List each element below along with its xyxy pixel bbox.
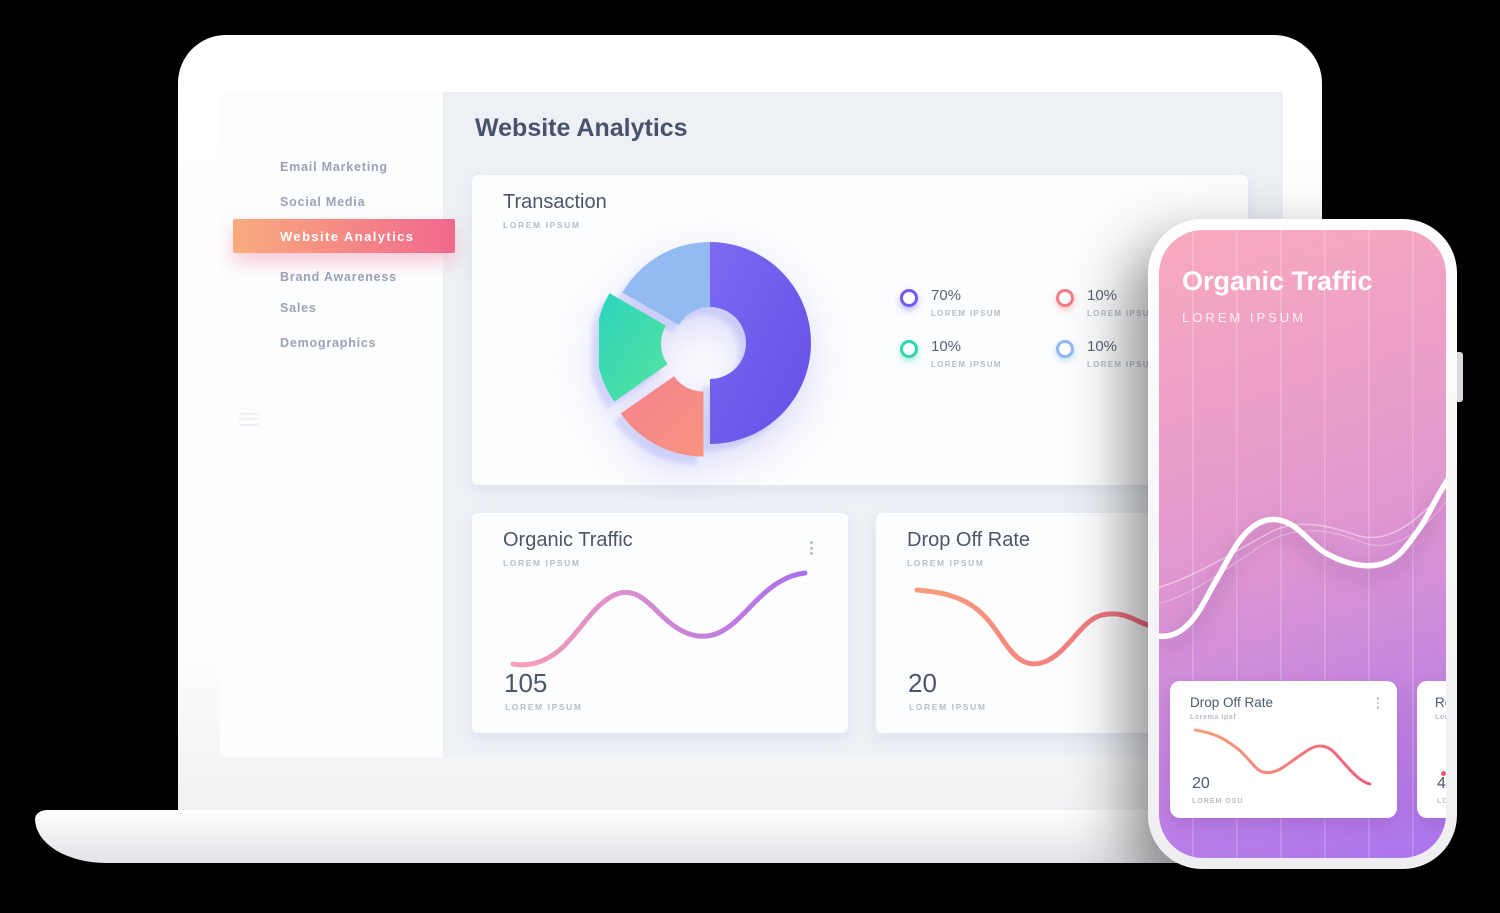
page-title: Website Analytics [475,114,688,142]
phone-page-subtitle: LOREM IPSUM [1182,310,1307,325]
legend-item: 10% LOREM IPSUM [900,338,1056,369]
transaction-card: Transaction LOREM IPSUM [472,175,1248,485]
phone-dropoff-value-label: LOREM OSU [1192,798,1244,805]
organic-traffic-card: Organic Traffic LOREM IPSUM 105 LOREM IP… [472,513,848,733]
dashboard-window: Email Marketing Social Media Website Ana… [220,92,1283,757]
transaction-card-subtitle: LOREM IPSUM [503,220,581,230]
donut-slice-70pct [710,242,811,444]
organic-card-title: Organic Traffic [503,529,633,551]
laptop-base [35,810,1291,863]
sidebar-item-email-marketing[interactable]: Email Marketing [280,160,388,174]
phone-side-button [1457,352,1463,402]
dropoff-line-chart [914,587,1219,667]
legend-ring-purple-icon [900,289,918,307]
donut-chart [599,242,811,457]
main-content: Website Analytics Transaction LOREM IPSU… [443,92,1283,757]
dropoff-card-value-label: LOREM IPSUM [909,702,987,712]
legend-label: LOREM IPSUM [931,360,1002,369]
phone-dropoff-card: Drop Off Rate Lorema Ipsf 20 LOREM OSU [1170,681,1397,818]
phone-second-card-value: 4 [1437,775,1446,792]
legend-label: LOREM IPSUM [931,309,1002,318]
organic-card-value: 105 [504,668,548,698]
legend-label: LOREM IPSUM [1087,309,1158,318]
sidebar-item-brand-awareness[interactable]: Brand Awareness [280,270,397,284]
organic-line-chart [510,570,808,668]
sidebar-item-demographics[interactable]: Demographics [280,336,377,350]
legend-item: 10% LOREM IPSUM [1056,287,1212,318]
phone-dropoff-subtitle: Lorema Ipsf [1190,714,1237,721]
legend-pct: 10% [931,338,962,355]
phone-dropoff-title: Drop Off Rate [1190,695,1274,710]
donut-slice-10pct-red [620,376,704,457]
hamburger-menu-icon[interactable] [240,410,258,427]
legend-pct: 10% [1087,338,1118,355]
organic-card-value-label: LOREM IPSUM [505,702,583,712]
donut-legend: 70% LOREM IPSUM 10% LOREM IPSUM 10% LORE… [900,287,1212,369]
sidebar-item-website-analytics[interactable]: Website Analytics [233,219,455,253]
sidebar: Email Marketing Social Media Website Ana… [220,92,455,757]
phone-second-card-title: Re [1435,695,1446,710]
phone-screen: Organic Traffic LOREM IPSUM Drop Off Rat… [1159,230,1446,858]
legend-label: LOREM IPSUM [1087,360,1158,369]
sidebar-item-social-media[interactable]: Social Media [280,195,366,209]
dropoff-card-value: 20 [908,668,937,698]
kebab-menu-icon[interactable] [1371,693,1385,715]
legend-item: 10% LOREM IPSUM [1056,338,1212,369]
phone-dropoff-value: 20 [1192,775,1210,792]
phone-dropoff-line-chart [1193,728,1372,786]
phone-page-title: Organic Traffic [1182,266,1373,296]
phone-second-card: Re Lor 4 LO [1417,681,1446,818]
legend-ring-teal-icon [900,340,918,358]
phone-second-card-value-label: LO [1437,798,1446,805]
legend-ring-red-icon [1056,289,1074,307]
red-dot-marker [1441,771,1446,776]
transaction-card-title: Transaction [503,191,607,213]
phone-line-chart [1159,477,1446,640]
donut-slice-10pct-teal [599,293,668,402]
phone-mockup: Organic Traffic LOREM IPSUM Drop Off Rat… [1148,219,1463,869]
legend-pct: 70% [931,287,962,304]
phone-second-card-subtitle: Lor [1435,714,1446,721]
legend-pct: 10% [1087,287,1118,304]
legend-item: 70% LOREM IPSUM [900,287,1056,318]
legend-ring-blue-icon [1056,340,1074,358]
sidebar-item-sales[interactable]: Sales [280,301,317,315]
dropoff-card-title: Drop Off Rate [907,529,1031,551]
dropoff-card-subtitle: LOREM IPSUM [907,558,985,568]
organic-card-subtitle: LOREM IPSUM [503,558,581,568]
kebab-menu-icon[interactable] [804,537,818,562]
donut-slice-10pct-blue [622,242,710,325]
